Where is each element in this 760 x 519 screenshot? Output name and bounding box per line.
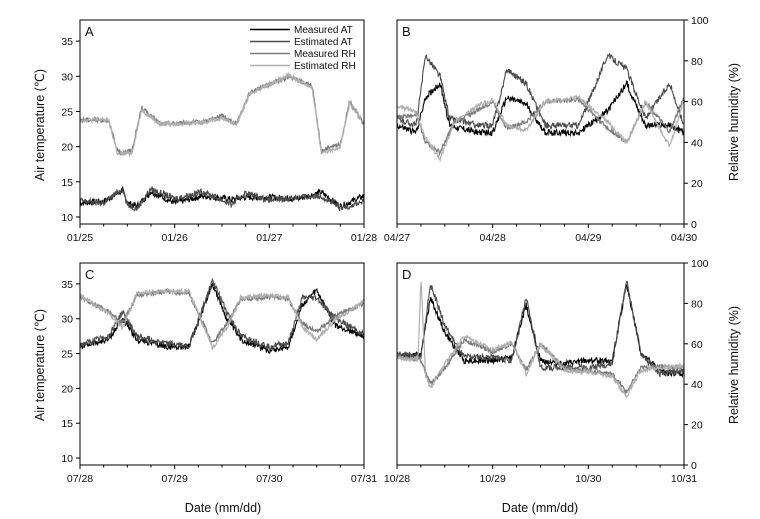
legend-label: Measured AT bbox=[294, 25, 353, 36]
x-tick-label: 10/30 bbox=[575, 473, 601, 485]
y-right-tick-label: 100 bbox=[691, 258, 709, 270]
x-tick-label: 10/31 bbox=[671, 473, 697, 485]
panel-letter: A bbox=[85, 24, 94, 39]
series-line-estimated-rh bbox=[79, 287, 365, 351]
y-axis-label-left-bottom: Air temperature (℃) bbox=[33, 309, 47, 421]
x-tick-label: 01/25 bbox=[67, 232, 93, 244]
x-tick-label: 10/28 bbox=[384, 473, 410, 485]
y-right-tick-label: 100 bbox=[691, 15, 709, 27]
y-right-tick-label: 40 bbox=[691, 379, 703, 391]
series-line-estimated-at bbox=[79, 186, 365, 212]
y-left-tick-label: 15 bbox=[61, 177, 73, 189]
y-right-tick-label: 60 bbox=[691, 97, 703, 109]
series-line-measured-rh bbox=[79, 287, 365, 345]
x-tick-label: 04/27 bbox=[384, 232, 410, 244]
series-line-estimated-rh bbox=[79, 71, 365, 158]
series-line-measured-at bbox=[396, 284, 685, 379]
y-right-tick-label: 20 bbox=[691, 178, 703, 190]
y-left-tick-label: 35 bbox=[61, 36, 73, 48]
panel-d: 10/28 10/29 10/30 10/310 20 40 60 80 100 D bbox=[384, 258, 709, 485]
x-tick-label: 10/29 bbox=[480, 473, 506, 485]
plot-frame bbox=[396, 262, 685, 466]
series-line-estimated-at bbox=[396, 280, 685, 378]
y-right-tick-label: 80 bbox=[691, 56, 703, 68]
series-line-measured-at bbox=[79, 282, 365, 354]
y-left-tick-label: 35 bbox=[61, 279, 73, 291]
y-left-tick-label: 30 bbox=[61, 314, 73, 326]
y-right-tick-label: 60 bbox=[691, 339, 703, 351]
y-axis-label-left-top: Air temperature (℃) bbox=[33, 69, 47, 181]
x-axis-label-right: Date (mm/dd) bbox=[502, 501, 578, 515]
y-left-tick-label: 20 bbox=[61, 383, 73, 395]
y-left-tick-label: 10 bbox=[61, 212, 73, 224]
y-right-tick-label: 40 bbox=[691, 137, 703, 149]
y-right-tick-label: 80 bbox=[691, 298, 703, 310]
x-tick-label: 04/28 bbox=[480, 232, 506, 244]
y-right-tick-label: 20 bbox=[691, 420, 703, 432]
y-axis-label-right-top: Relative humidity (%) bbox=[727, 63, 741, 181]
x-tick-label: 04/29 bbox=[575, 232, 601, 244]
y-left-tick-label: 30 bbox=[61, 71, 73, 83]
series-line-measured-at bbox=[396, 80, 685, 138]
y-left-tick-label: 25 bbox=[61, 349, 73, 361]
x-axis-label-left: Date (mm/dd) bbox=[185, 501, 261, 515]
panel-c: 07/28 07/29 07/30 07/31 10 15 20 25 30 35 C bbox=[61, 262, 377, 485]
panel-letter: B bbox=[402, 24, 411, 39]
panel-letter: D bbox=[402, 267, 411, 282]
y-axis-label-right-bottom: Relative humidity (%) bbox=[727, 306, 741, 424]
x-tick-label: 01/26 bbox=[162, 232, 188, 244]
x-tick-label: 01/27 bbox=[256, 232, 282, 244]
panel-b: 04/27 04/28 04/29 04/300 20 40 60 80 100 B bbox=[384, 15, 709, 244]
y-left-tick-label: 10 bbox=[61, 453, 73, 465]
y-left-tick-label: 25 bbox=[61, 106, 73, 118]
panel-letter: C bbox=[85, 267, 94, 282]
x-tick-label: 07/30 bbox=[256, 473, 282, 485]
legend-label: Measured RH bbox=[294, 49, 356, 60]
series-line-estimated-at bbox=[79, 277, 365, 351]
y-right-tick-label: 0 bbox=[691, 219, 697, 231]
x-tick-label: 07/28 bbox=[67, 473, 93, 485]
panel-a: 01/25 01/26 01/27 01/28 10 15 20 25 30 35 A bbox=[61, 19, 377, 244]
series-line-measured-rh bbox=[79, 74, 365, 157]
x-tick-label: 07/31 bbox=[351, 473, 377, 485]
legend-label: Estimated AT bbox=[294, 37, 353, 48]
legend-label: Estimated RH bbox=[294, 61, 356, 72]
x-tick-label: 04/30 bbox=[671, 232, 697, 244]
x-tick-label: 01/28 bbox=[351, 232, 377, 244]
y-left-tick-label: 20 bbox=[61, 142, 73, 154]
y-left-tick-label: 15 bbox=[61, 418, 73, 430]
y-right-tick-label: 0 bbox=[691, 460, 697, 472]
x-tick-label: 07/29 bbox=[162, 473, 188, 485]
series-line-estimated-rh bbox=[396, 281, 685, 399]
plot-frame bbox=[79, 262, 365, 466]
plot-frame bbox=[396, 19, 685, 225]
series-line-estimated-at bbox=[396, 53, 685, 131]
series-line-estimated-rh bbox=[396, 94, 685, 163]
